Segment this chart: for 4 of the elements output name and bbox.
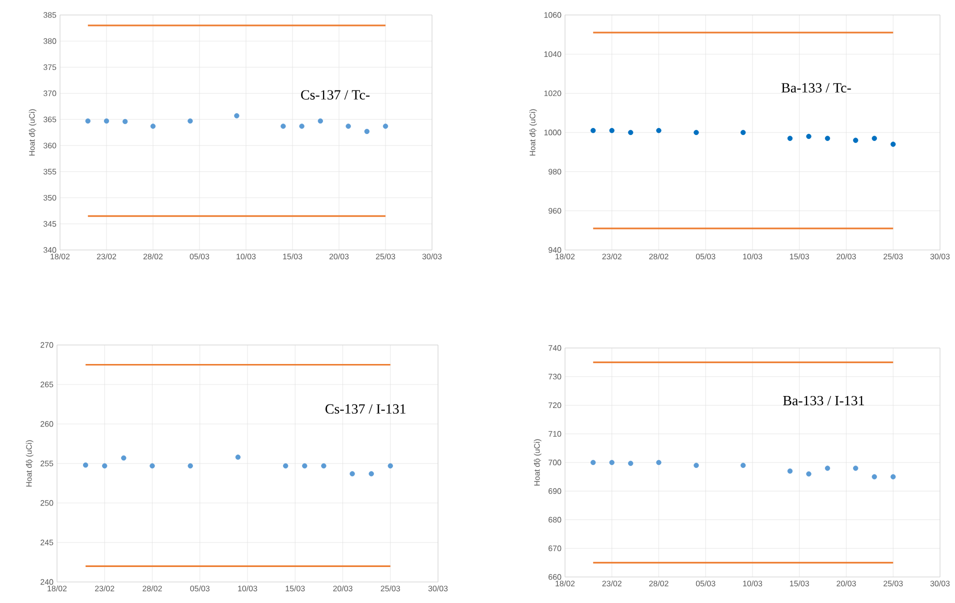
annotation: Ba-133 / Tc- (782, 83, 851, 93)
annotation: Cs-137 / Tc- (301, 90, 370, 100)
annotation: Ba-133 / I-131 (783, 396, 864, 406)
annotation: Cs-137 / I-131 (326, 404, 406, 414)
